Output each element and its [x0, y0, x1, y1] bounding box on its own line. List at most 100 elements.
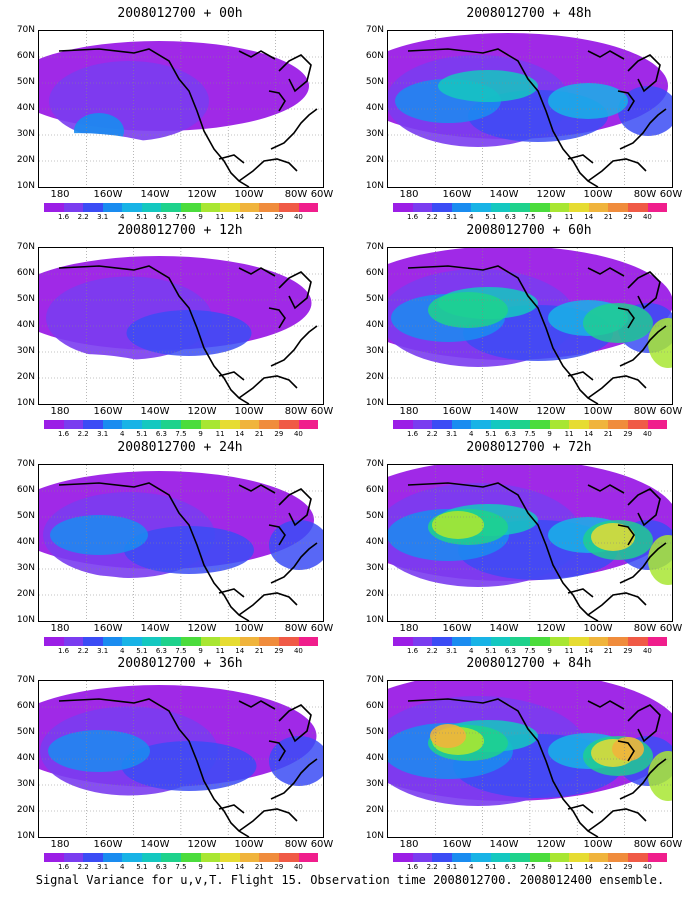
colorbar-label: 5.1 [136, 430, 148, 438]
colorbar-label: 14 [235, 863, 245, 871]
colorbar-label: 14 [584, 647, 594, 655]
longitude-label: 180 [50, 623, 70, 634]
colorbar-label: 21 [254, 430, 264, 438]
longitude-label: 100W [583, 839, 613, 850]
colorbar-label: 2.2 [77, 863, 89, 871]
colorbar-label: 3.1 [97, 647, 109, 655]
colorbar-swatch [44, 853, 64, 862]
colorbar-swatch [122, 203, 142, 212]
latitude-label: 10N [365, 615, 384, 625]
figure-caption: Signal Variance for u,v,T. Flight 15. Ob… [35, 873, 665, 887]
latitude-label: 70N [365, 25, 384, 35]
map-panel [38, 30, 324, 188]
latitude-label: 20N [365, 155, 384, 165]
colorbar-swatch [278, 203, 299, 212]
coastline [407, 482, 667, 621]
colorbar-swatch [44, 420, 64, 429]
colorbar-swatch [471, 203, 491, 212]
colorbar-swatch [200, 420, 221, 429]
latitude-label: 20N [16, 155, 35, 165]
colorbar-label: 4 [120, 430, 125, 438]
longitude-label: 120W [187, 839, 217, 850]
colorbar-swatch [432, 637, 452, 646]
longitude-label: 100W [583, 623, 613, 634]
colorbar-swatch [298, 420, 319, 429]
longitude-label: 120W [187, 623, 217, 634]
latitude-label: 50N [365, 77, 384, 87]
colorbar-swatch [549, 420, 570, 429]
colorbar-label: 21 [254, 213, 264, 221]
colorbar-label: 29 [274, 863, 284, 871]
colorbar-swatch [608, 637, 628, 646]
colorbar-swatch [63, 637, 84, 646]
latitude-label: 10N [16, 615, 35, 625]
colorbar-label: 3.1 [97, 863, 109, 871]
colorbar [393, 420, 668, 429]
colorbar-swatch [608, 420, 628, 429]
colorbar-label: 9 [198, 863, 203, 871]
colorbar-label: 1.6 [406, 647, 419, 655]
latitude-label: 30N [16, 346, 35, 356]
colorbar-swatch [510, 203, 531, 212]
colorbar-swatch [161, 853, 182, 862]
map-panel [387, 680, 673, 838]
longitude-label: 80W [284, 623, 308, 634]
colorbar-label: 9 [547, 430, 552, 438]
latitude-label: 60N [365, 485, 384, 495]
panel-title: 2008012700 + 36h [117, 656, 243, 671]
latitude-label: 40N [365, 320, 384, 330]
latitude-label: 60N [365, 51, 384, 61]
colorbar-label: 1.6 [57, 863, 70, 871]
colorbar [44, 853, 319, 862]
latitude-label: 20N [365, 372, 384, 382]
longitude-label: 80W [284, 189, 308, 200]
colorbar-swatch [393, 853, 413, 862]
colorbar-swatch [549, 203, 570, 212]
colorbar-swatch [200, 853, 221, 862]
colorbar-label: 11 [215, 647, 225, 655]
colorbar-label: 6.3 [504, 430, 516, 438]
map-panel [38, 680, 324, 838]
colorbar-swatch [647, 637, 668, 646]
colorbar-label: 11 [564, 647, 574, 655]
colorbar-swatch [83, 637, 103, 646]
longitude-label: 160W [93, 623, 123, 634]
colorbar-label: 4 [469, 213, 474, 221]
colorbar-swatch [530, 853, 550, 862]
variance-field [388, 31, 672, 187]
colorbar-swatch [122, 637, 142, 646]
colorbar-label: 40 [642, 213, 652, 221]
colorbar-label: 5.1 [485, 647, 497, 655]
latitude-label: 60N [365, 268, 384, 278]
colorbar-label: 29 [623, 647, 633, 655]
colorbar-label: 1.6 [406, 430, 419, 438]
colorbar-label: 14 [584, 430, 594, 438]
colorbar-label: 21 [603, 863, 613, 871]
colorbar-label: 1.6 [406, 863, 419, 871]
colorbar-swatch [102, 637, 123, 646]
colorbar-label: 5.1 [136, 647, 148, 655]
colorbar-label: 29 [623, 863, 633, 871]
colorbar-swatch [627, 637, 648, 646]
colorbar-label: 6.3 [155, 647, 167, 655]
latitude-label: 50N [365, 727, 384, 737]
colorbar-swatch [627, 853, 648, 862]
colorbar [393, 637, 668, 646]
colorbar-swatch [239, 853, 260, 862]
panel-title: 2008012700 + 72h [466, 440, 592, 455]
longitude-label: 60W [310, 406, 334, 417]
colorbar-label: 11 [564, 863, 574, 871]
colorbar-swatch [181, 637, 201, 646]
longitude-label: 60W [659, 839, 683, 850]
coastline [407, 48, 667, 187]
variance-field [388, 248, 672, 404]
longitude-label: 80W [633, 839, 657, 850]
latitude-label: 10N [365, 831, 384, 841]
colorbar-label: 29 [623, 430, 633, 438]
latitude-label: 60N [16, 268, 35, 278]
colorbar-swatch [239, 203, 260, 212]
colorbar-label: 21 [603, 213, 613, 221]
colorbar-swatch [220, 203, 240, 212]
longitude-label: 180 [50, 189, 70, 200]
colorbar-label: 3.1 [446, 647, 458, 655]
